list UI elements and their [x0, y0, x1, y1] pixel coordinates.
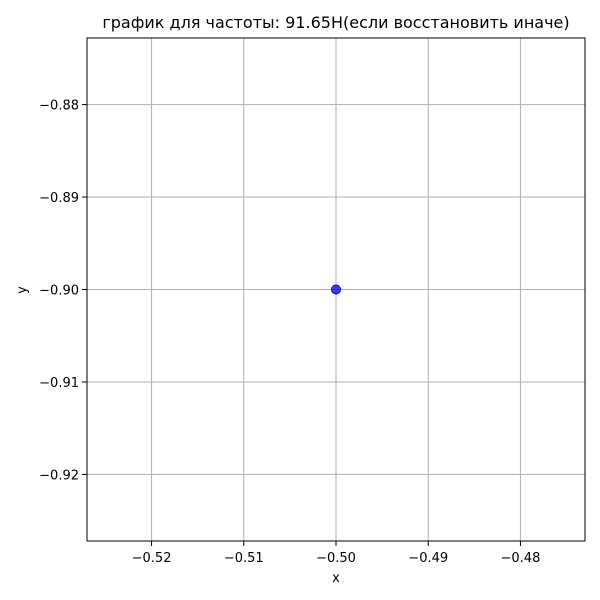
x-tick-label: −0.51 — [224, 551, 264, 566]
x-tick-label: −0.48 — [501, 551, 541, 566]
data-points — [331, 284, 341, 295]
axis-ticks: −0.52 −0.51 −0.50 −0.49 −0.48 −0.88 −0.89 −0.90… — [39, 99, 540, 566]
y-tick-label: −0.88 — [39, 99, 79, 114]
x-axis-label: x — [332, 571, 340, 586]
plot-area-frame — [86, 37, 586, 542]
y-tick-label: −0.89 — [39, 191, 79, 206]
chart-title: график для частоты: 91.65Н(если восстано… — [102, 13, 569, 32]
y-tick-label: −0.90 — [39, 284, 79, 299]
y-tick-label: −0.91 — [39, 376, 79, 391]
x-tick-label: −0.50 — [316, 551, 356, 566]
x-tick-label: −0.52 — [132, 551, 172, 566]
y-axis-label: y — [15, 286, 30, 294]
y-tick-label: −0.92 — [39, 468, 79, 483]
grid-lines — [87, 38, 585, 541]
data-point — [331, 284, 341, 295]
x-tick-label: −0.49 — [408, 551, 448, 566]
